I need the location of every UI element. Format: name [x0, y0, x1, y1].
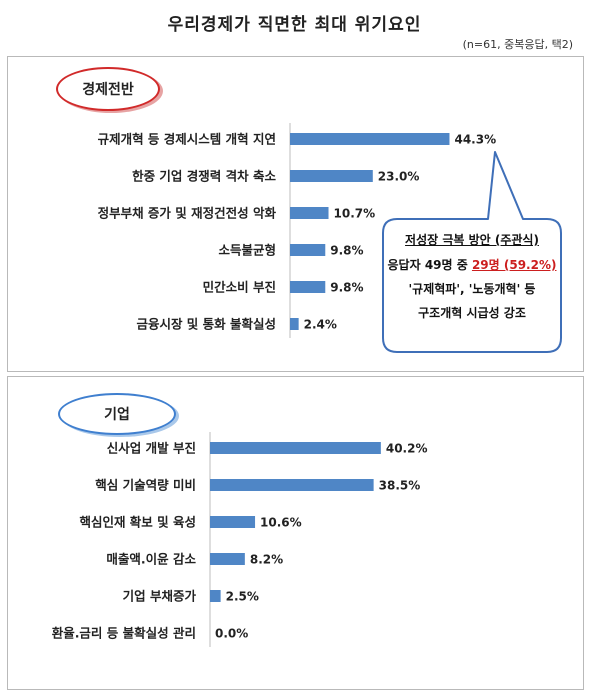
economy-section-badge: 경제전반	[56, 67, 160, 111]
category-label: 한중 기업 경쟁력 격차 축소	[132, 169, 276, 184]
bar	[290, 244, 326, 256]
category-label: 신사업 개발 부진	[107, 441, 196, 456]
data-label: 44.3%	[454, 133, 496, 147]
data-label: 40.2%	[386, 442, 428, 456]
bar	[210, 590, 221, 602]
callout-bubble	[382, 151, 562, 353]
bar	[290, 318, 299, 330]
business-panel: 기업	[7, 376, 584, 690]
category-label: 핵심인재 확보 및 육성	[79, 515, 196, 530]
callout-text: 저성장 극복 방안 (주관식) 응답자 49명 중 29명 (59.2%) '규…	[383, 228, 561, 319]
data-label: 38.5%	[379, 479, 421, 493]
category-label: 소득불균형	[218, 243, 276, 258]
data-label: 2.5%	[226, 590, 259, 604]
category-label: 환율.금리 등 불확실성 관리	[52, 626, 196, 641]
category-label: 민간소비 부진	[203, 280, 276, 295]
bar	[210, 553, 245, 565]
business-section-title: 기업	[104, 407, 130, 423]
category-label: 기업 부채증가	[123, 589, 197, 604]
bar	[290, 133, 450, 145]
data-label: 2.4%	[304, 318, 337, 332]
callout-highlight: 29명 (59.2%)	[471, 258, 557, 272]
bar	[210, 442, 381, 454]
data-label: 9.8%	[330, 244, 363, 258]
callout-line-respondents: 응답자 49명 중 29명 (59.2%)	[383, 259, 561, 271]
callout-respondents-text: 응답자 49명 중	[387, 258, 472, 272]
callout-line-reforms: '규제혁파', '노동개혁' 등	[408, 282, 536, 296]
category-label: 정부부채 증가 및 재정건전성 악화	[98, 206, 277, 221]
sample-note: (n=61, 중복응답, 택2)	[462, 38, 573, 51]
category-label: 매출액.이윤 감소	[106, 552, 196, 567]
category-label: 핵심 기술역량 미비	[95, 478, 196, 493]
data-label: 9.8%	[330, 281, 363, 295]
bar	[210, 479, 374, 491]
bar	[210, 516, 256, 528]
data-label: 8.2%	[250, 553, 283, 567]
page-title: 우리경제가 직면한 최대 위기요인	[167, 15, 422, 35]
bar	[290, 281, 326, 293]
category-label: 규제개혁 등 경제시스템 개혁 지연	[98, 132, 276, 147]
business-section-badge: 기업	[58, 393, 176, 435]
economy-section-title: 경제전반	[82, 82, 134, 98]
data-label: 0.0%	[215, 627, 248, 641]
bar	[290, 207, 329, 219]
bar	[290, 170, 373, 182]
data-label: 10.6%	[260, 516, 302, 530]
callout-line-emphasis: 구조개혁 시급성 강조	[418, 306, 526, 320]
category-label: 금융시장 및 통화 불확실성	[136, 317, 276, 332]
callout-heading: 저성장 극복 방안 (주관식)	[405, 233, 539, 247]
data-label: 23.0%	[378, 170, 420, 184]
data-label: 10.7%	[334, 207, 376, 221]
